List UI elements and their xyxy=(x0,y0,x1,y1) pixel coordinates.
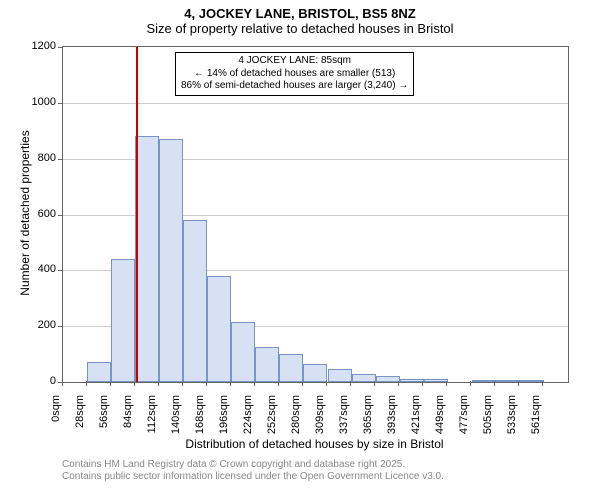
xtick-label: 421sqm xyxy=(410,395,422,435)
ytick-mark xyxy=(58,215,63,216)
ytick-label: 600 xyxy=(0,208,56,220)
xtick-label: 168sqm xyxy=(194,395,206,435)
xtick-label: 196sqm xyxy=(218,395,230,435)
xtick-mark xyxy=(302,381,303,386)
xtick-mark xyxy=(446,381,447,386)
histogram-bar xyxy=(496,380,520,382)
xtick-label: 140sqm xyxy=(170,395,182,435)
histogram-bar xyxy=(424,379,448,382)
xtick-label: 561sqm xyxy=(530,395,542,435)
xtick-label: 533sqm xyxy=(506,395,518,435)
histogram-bar xyxy=(376,376,400,382)
histogram-bar xyxy=(111,259,135,382)
xtick-mark xyxy=(494,381,495,386)
footer-line-1: Contains HM Land Registry data © Crown c… xyxy=(62,459,444,471)
xtick-mark xyxy=(230,381,231,386)
ytick-mark xyxy=(58,47,63,48)
xtick-label: 252sqm xyxy=(266,395,278,435)
xtick-mark xyxy=(134,381,135,386)
histogram-bar xyxy=(87,362,111,382)
xtick-mark xyxy=(254,381,255,386)
xtick-label: 84sqm xyxy=(122,395,134,435)
ytick-label: 1200 xyxy=(0,40,56,52)
ytick-mark xyxy=(58,103,63,104)
xtick-mark xyxy=(62,381,63,386)
footer-attribution: Contains HM Land Registry data © Crown c… xyxy=(62,459,444,483)
histogram-bar xyxy=(303,364,327,382)
xtick-mark xyxy=(278,381,279,386)
plot-area: 4 JOCKEY LANE: 85sqm ← 14% of detached h… xyxy=(62,46,569,383)
xtick-mark xyxy=(158,381,159,386)
histogram-bar xyxy=(255,347,279,382)
histogram-bar xyxy=(231,322,255,382)
xtick-mark xyxy=(206,381,207,386)
xtick-label: 477sqm xyxy=(458,395,470,435)
xtick-label: 112sqm xyxy=(146,395,158,435)
histogram-bar xyxy=(352,374,376,382)
xtick-mark xyxy=(326,381,327,386)
xtick-mark xyxy=(398,381,399,386)
ytick-label: 800 xyxy=(0,152,56,164)
xtick-mark xyxy=(182,381,183,386)
annotation-line-2: ← 14% of detached houses are smaller (51… xyxy=(181,68,408,81)
xtick-label: 0sqm xyxy=(50,395,62,435)
xtick-label: 449sqm xyxy=(434,395,446,435)
ytick-mark xyxy=(58,159,63,160)
ytick-mark xyxy=(58,270,63,271)
xtick-label: 28sqm xyxy=(74,395,86,435)
ytick-label: 1000 xyxy=(0,96,56,108)
xtick-label: 280sqm xyxy=(290,395,302,435)
annotation-box: 4 JOCKEY LANE: 85sqm ← 14% of detached h… xyxy=(175,52,414,96)
histogram-bar xyxy=(183,220,207,382)
x-axis-label: Distribution of detached houses by size … xyxy=(62,437,567,451)
xtick-label: 309sqm xyxy=(314,395,326,435)
histogram-bar xyxy=(328,369,352,382)
chart-container: 4, JOCKEY LANE, BRISTOL, BS5 8NZ Size of… xyxy=(0,0,600,500)
chart-title: 4, JOCKEY LANE, BRISTOL, BS5 8NZ xyxy=(0,0,600,21)
histogram-bar xyxy=(520,380,544,382)
xtick-label: 505sqm xyxy=(482,395,494,435)
gridline xyxy=(63,103,568,104)
xtick-mark xyxy=(422,381,423,386)
xtick-label: 365sqm xyxy=(362,395,374,435)
xtick-mark xyxy=(542,381,543,386)
xtick-label: 337sqm xyxy=(338,395,350,435)
histogram-bar xyxy=(400,379,424,382)
footer-line-2: Contains public sector information licen… xyxy=(62,471,444,483)
histogram-bar xyxy=(135,136,159,382)
histogram-bar xyxy=(472,380,496,382)
ytick-label: 0 xyxy=(0,375,56,387)
xtick-mark xyxy=(518,381,519,386)
xtick-mark xyxy=(350,381,351,386)
xtick-label: 393sqm xyxy=(386,395,398,435)
xtick-mark xyxy=(470,381,471,386)
histogram-bar xyxy=(207,276,231,382)
xtick-label: 56sqm xyxy=(98,395,110,435)
ytick-label: 200 xyxy=(0,319,56,331)
ytick-label: 400 xyxy=(0,263,56,275)
annotation-line-1: 4 JOCKEY LANE: 85sqm xyxy=(181,55,408,68)
histogram-bar xyxy=(279,354,303,382)
xtick-label: 224sqm xyxy=(242,395,254,435)
ytick-mark xyxy=(58,326,63,327)
xtick-mark xyxy=(86,381,87,386)
xtick-mark xyxy=(110,381,111,386)
histogram-bar xyxy=(159,139,183,382)
reference-line xyxy=(136,47,138,382)
xtick-mark xyxy=(374,381,375,386)
chart-subtitle: Size of property relative to detached ho… xyxy=(0,21,600,40)
annotation-line-3: 86% of semi-detached houses are larger (… xyxy=(181,80,408,93)
